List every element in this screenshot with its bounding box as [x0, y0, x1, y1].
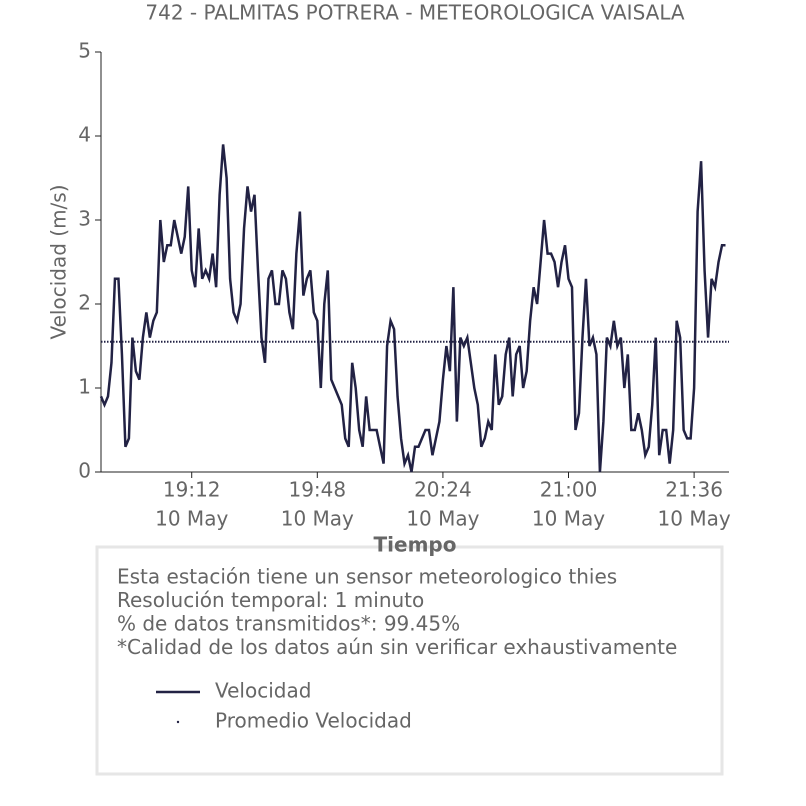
- info-line: Resolución temporal: 1 minuto: [117, 588, 424, 612]
- chart-title: 742 - PALMITAS POTRERA - METEOROLOGICA V…: [145, 1, 685, 25]
- info-line: *Calidad de los datos aún sin verificar …: [117, 635, 677, 659]
- x-tick-date: 10 May: [281, 507, 354, 531]
- x-axis-label: Tiempo: [374, 533, 457, 557]
- y-axis-label: Velocidad (m/s): [47, 184, 71, 339]
- x-tick-label: 21:36: [665, 478, 723, 502]
- x-tick-date: 10 May: [658, 507, 731, 531]
- legend-label: Promedio Velocidad: [215, 709, 412, 733]
- legend-label: Velocidad: [215, 679, 311, 703]
- x-tick-date: 10 May: [532, 507, 605, 531]
- x-tick-label: 19:12: [163, 478, 221, 502]
- info-line: % de datos transmitidos*: 99.45%: [117, 612, 460, 636]
- y-tick-label: 5: [78, 39, 91, 63]
- x-tick-date: 10 May: [155, 507, 228, 531]
- x-tick-label: 20:24: [414, 478, 472, 502]
- legend-dot: [176, 720, 180, 724]
- line-series: [99, 144, 726, 473]
- y-tick-label: 4: [78, 123, 91, 147]
- x-tick-date: 10 May: [406, 507, 479, 531]
- x-tick-label: 21:00: [540, 478, 598, 502]
- y-tick-label: 1: [78, 375, 91, 399]
- info-line: Esta estación tiene un sensor meteorolog…: [117, 565, 617, 589]
- y-tick-label: 2: [78, 291, 91, 315]
- y-tick-label: 0: [78, 459, 91, 483]
- x-tick-label: 19:48: [288, 478, 346, 502]
- y-tick-label: 3: [78, 207, 91, 231]
- info-box: [95, 545, 724, 776]
